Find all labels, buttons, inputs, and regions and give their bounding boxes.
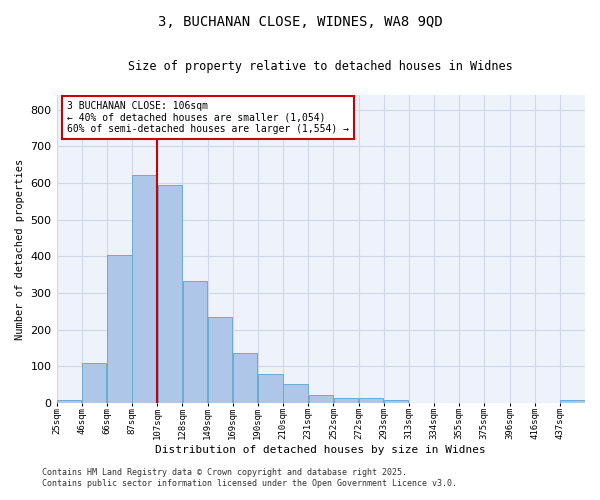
Bar: [283, 384, 308, 403]
Title: Size of property relative to detached houses in Widnes: Size of property relative to detached ho…: [128, 60, 513, 73]
Bar: [158, 185, 182, 403]
Bar: [258, 374, 283, 403]
Bar: [359, 398, 383, 403]
Bar: [308, 395, 333, 403]
Bar: [208, 317, 232, 403]
Bar: [133, 176, 157, 403]
Text: 3 BUCHANAN CLOSE: 106sqm
← 40% of detached houses are smaller (1,054)
60% of sem: 3 BUCHANAN CLOSE: 106sqm ← 40% of detach…: [67, 101, 349, 134]
Bar: [334, 398, 358, 403]
X-axis label: Distribution of detached houses by size in Widnes: Distribution of detached houses by size …: [155, 445, 486, 455]
Text: Contains HM Land Registry data © Crown copyright and database right 2025.
Contai: Contains HM Land Registry data © Crown c…: [42, 468, 457, 487]
Bar: [183, 281, 207, 403]
Bar: [57, 400, 82, 403]
Bar: [82, 364, 106, 403]
Bar: [560, 400, 584, 403]
Bar: [107, 255, 131, 403]
Y-axis label: Number of detached properties: Number of detached properties: [15, 158, 25, 340]
Bar: [384, 400, 409, 403]
Text: 3, BUCHANAN CLOSE, WIDNES, WA8 9QD: 3, BUCHANAN CLOSE, WIDNES, WA8 9QD: [158, 15, 442, 29]
Bar: [233, 353, 257, 403]
